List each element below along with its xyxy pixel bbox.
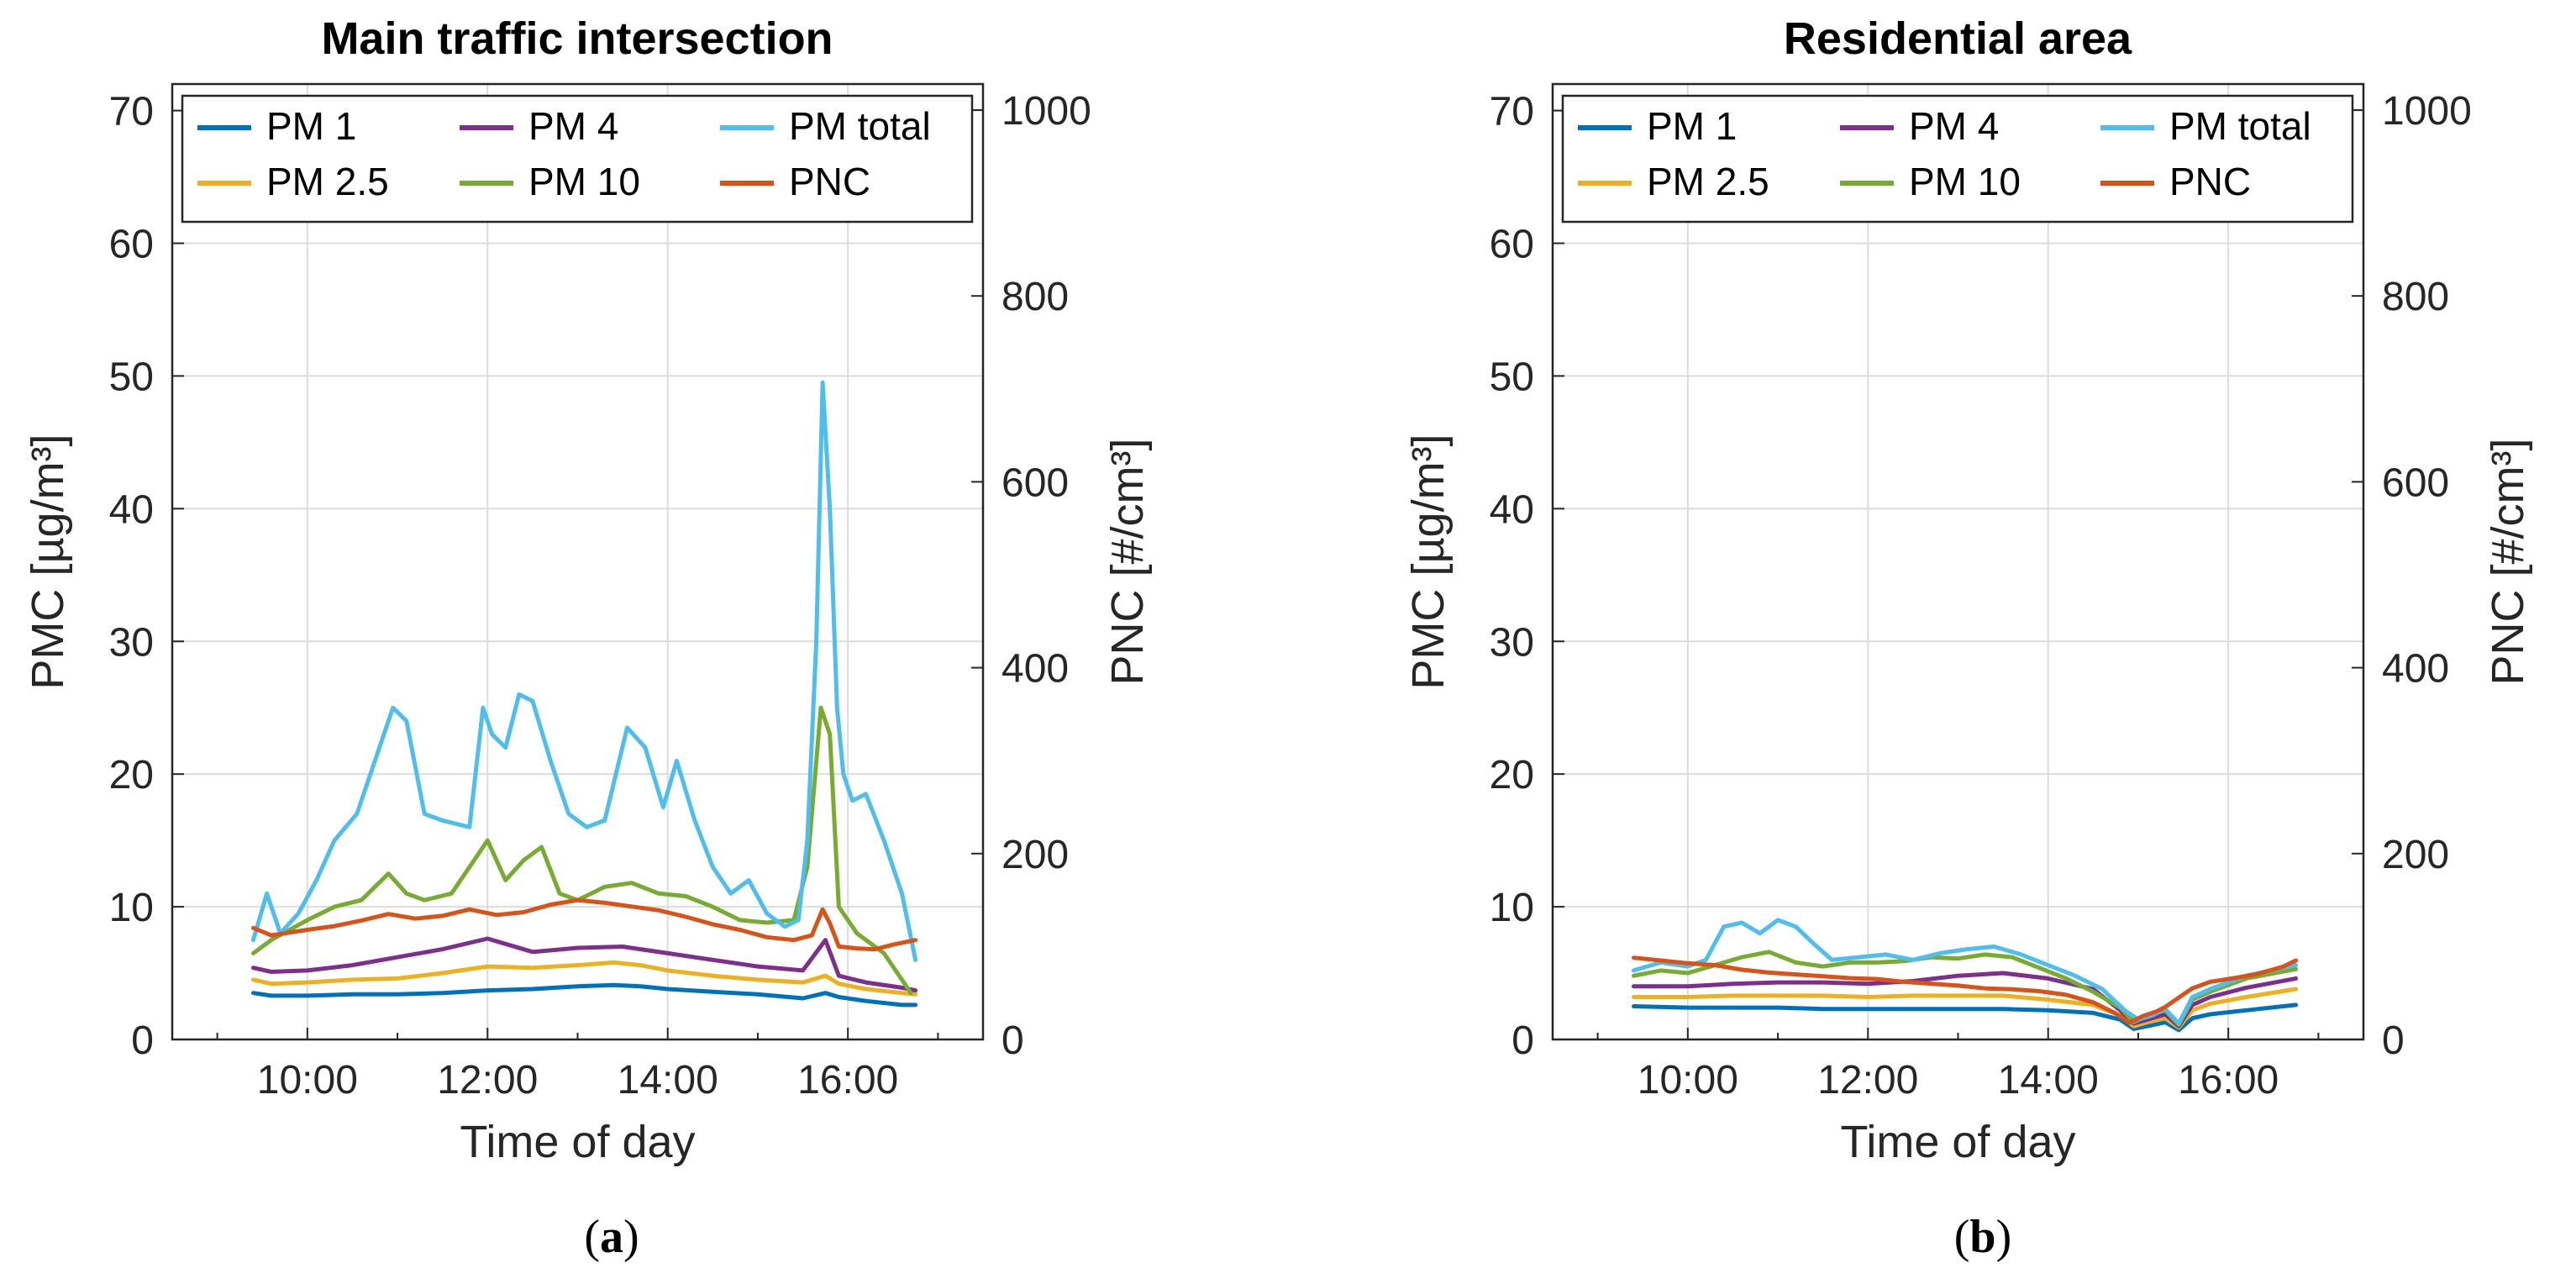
minor-ticks (1596, 1033, 2320, 1039)
series-line-pnc (251, 897, 918, 952)
series-line-pnc (1632, 955, 2299, 1025)
y-left-tick-label: 10 (109, 886, 154, 930)
series-line-pm-1 (251, 982, 918, 1008)
y-right-tick-label: 600 (2382, 460, 2449, 505)
y-right-tick-label: 400 (1001, 647, 1069, 692)
y-right-tick-label: 800 (2382, 275, 2449, 319)
x-tick-label: 14:00 (618, 1058, 718, 1102)
legend: PM 1 PM 4 PM total PM 2.5 PM 10 PNC (181, 94, 974, 224)
y-left-tick-label: 40 (1490, 487, 1534, 532)
data-series (1632, 918, 2299, 1033)
y-left-tick-label: 30 (109, 620, 154, 665)
series-line-pm-1 (1632, 1002, 2299, 1033)
caption-a: (a) (584, 1211, 639, 1263)
y-left-tick-label: 70 (1490, 90, 1534, 134)
y-right-tick-label: 1000 (2382, 89, 2472, 134)
legend-label-pm-total: PM total (789, 104, 931, 148)
y-left-tick-label: 10 (1490, 886, 1534, 930)
legend-label-pm-2-5: PM 2.5 (266, 160, 389, 203)
legend-label-pm-1: PM 1 (266, 104, 356, 148)
legend-label-pm-1: PM 1 (1647, 104, 1737, 148)
legend-box (181, 94, 974, 224)
x-tick-label: 12:00 (1817, 1058, 1918, 1102)
plot-area-frame (171, 82, 985, 1041)
series-line-pm-2-5 (251, 960, 918, 997)
x-tick-label: 12:00 (437, 1058, 538, 1102)
series-line-pm-2-5 (1632, 987, 2299, 1030)
y-left-axis-label: PMC [µg/m³] (23, 434, 73, 689)
x-tick-label: 16:00 (797, 1058, 898, 1102)
chart-panel-a: 10:00 12:00 14:00 16:00 0 10 20 30 40 50 60 70 0 200 4… (23, 13, 1153, 1167)
series-line-pm-4 (251, 936, 918, 993)
y-left-tick-label: 60 (1490, 223, 1534, 267)
chart-title: Residential area (1784, 13, 2132, 64)
y-left-tick-label: 30 (1490, 620, 1534, 665)
minor-ticks (216, 1033, 939, 1039)
y-right-tick-label: 0 (2382, 1018, 2405, 1063)
x-tick-label: 10:00 (1638, 1058, 1738, 1102)
y-left-tick-label: 20 (1490, 753, 1534, 797)
legend-label-pm-4: PM 4 (528, 104, 618, 148)
series-line-pm-total (1632, 918, 2299, 1026)
y-right-tick-label: 200 (2382, 833, 2449, 877)
legend: PM 1 PM 4 PM total PM 2.5 PM 10 PNC (1561, 94, 2354, 224)
y-right-axis-label: PNC [#/cm³] (1102, 438, 1153, 685)
caption-b: (b) (1954, 1211, 2011, 1263)
y-left-tick-label: 70 (109, 90, 154, 134)
y-left-tick-label: 0 (1511, 1018, 1534, 1063)
y-right-tick-label: 1000 (1001, 89, 1091, 134)
y-right-tick-label: 800 (1001, 275, 1069, 319)
y-left-axis-label: PMC [µg/m³] (1403, 434, 1454, 689)
legend-label-pm-10: PM 10 (528, 160, 640, 203)
chart-title: Main traffic intersection (321, 13, 833, 64)
grid-lines (172, 84, 983, 1040)
y-left-tick-label: 50 (1490, 355, 1534, 399)
series-line-pm-4 (1632, 971, 2299, 1029)
y-left-tick-label: 60 (109, 223, 154, 267)
x-axis-label: Time of day (460, 1117, 695, 1167)
y-right-tick-label: 200 (1001, 833, 1069, 877)
series-line-pm-total (251, 380, 918, 962)
y-left-tick-label: 40 (109, 487, 154, 532)
y-left-tick-label: 0 (131, 1018, 154, 1063)
legend-label-pm-4: PM 4 (1909, 104, 1999, 148)
grid-lines (1553, 84, 2363, 1040)
legend-label-pm-10: PM 10 (1909, 160, 2021, 203)
chart-panel-b: 10:00 12:00 14:00 16:00 0 10 20 30 40 50 60 70 0 200 4… (1403, 13, 2533, 1167)
y-right-tick-label: 400 (2382, 647, 2449, 692)
data-series (251, 380, 918, 1008)
legend-label-pnc: PNC (2169, 160, 2251, 203)
y-right-axis-label: PNC [#/cm³] (2483, 438, 2533, 685)
y-left-tick-label: 20 (109, 753, 154, 797)
x-tick-label: 10:00 (257, 1058, 358, 1102)
x-axis-label: Time of day (1840, 1117, 2075, 1167)
x-tick-label: 14:00 (1998, 1058, 2099, 1102)
y-right-tick-label: 0 (1001, 1018, 1024, 1063)
legend-box (1561, 94, 2354, 224)
y-left-tick-label: 50 (109, 355, 154, 399)
plot-area-frame (1551, 82, 2365, 1041)
legend-label-pm-2-5: PM 2.5 (1647, 160, 1769, 203)
y-right-tick-label: 600 (1001, 460, 1069, 505)
legend-label-pm-total: PM total (2169, 104, 2311, 148)
x-tick-label: 16:00 (2178, 1058, 2279, 1102)
legend-label-pnc: PNC (789, 160, 870, 203)
